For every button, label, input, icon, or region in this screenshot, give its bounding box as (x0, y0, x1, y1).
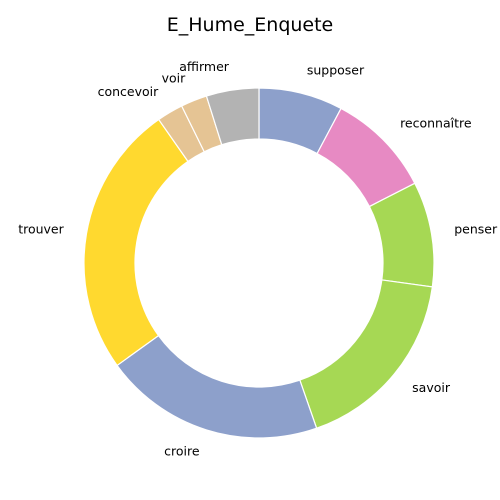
slice-label-affirmer: affirmer (179, 59, 230, 74)
slice-label-concevoir: concevoir (98, 84, 160, 99)
slice-label-savoir: savoir (412, 380, 451, 395)
slice-label-supposer: supposer (307, 62, 365, 77)
slice-savoir (299, 279, 434, 430)
chart-title: E_Hume_Enquete (166, 14, 334, 36)
labels-group: supposer reconnaître penser savoir croire tro… (18, 59, 498, 459)
slices-group (83, 87, 435, 439)
slice-label-trouver: trouver (18, 221, 64, 236)
slice-affirmer (205, 87, 260, 146)
slice-label-reconnaître: reconnaître (400, 116, 472, 131)
slice-label-voir: voir (162, 71, 187, 86)
slice-croire (116, 334, 318, 439)
slice-label-penser: penser (454, 221, 498, 236)
slice-label-croire: croire (164, 443, 200, 458)
slice-trouver (83, 118, 189, 367)
